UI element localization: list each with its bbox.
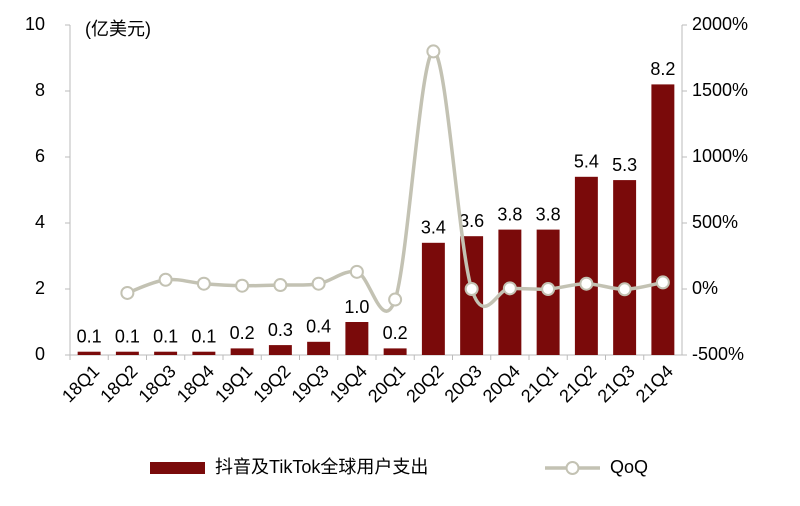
y2-tick-label: 1000%	[692, 146, 748, 166]
line-marker	[120, 285, 135, 300]
bar	[307, 341, 331, 355]
value-label: 3.8	[497, 204, 522, 224]
line-marker	[273, 278, 288, 293]
y-unit: (亿美元)	[85, 19, 151, 39]
x-tick-label: 21Q4	[632, 361, 677, 406]
y-tick-label: 4	[35, 212, 45, 232]
value-label: 0.3	[268, 320, 293, 340]
value-label: 0.1	[77, 326, 102, 346]
line-marker	[617, 282, 632, 297]
bar	[345, 322, 369, 355]
x-tick-label: 21Q2	[555, 361, 600, 406]
x-tick-label: 21Q3	[594, 361, 639, 406]
y-tick-label: 10	[25, 14, 45, 34]
line-marker	[196, 276, 211, 291]
legend-label: QoQ	[610, 457, 648, 477]
x-tick-label: 20Q4	[479, 361, 524, 406]
line-marker	[655, 275, 670, 290]
value-label: 3.6	[459, 211, 484, 231]
bar	[192, 351, 216, 355]
bar	[230, 348, 254, 355]
line-marker	[541, 282, 556, 296]
line-marker	[158, 272, 173, 287]
line-marker	[311, 276, 326, 291]
x-tick-label: 19Q1	[211, 361, 256, 406]
line-marker	[426, 44, 441, 59]
x-tick-label: 20Q2	[402, 361, 447, 406]
bar	[154, 351, 178, 355]
x-tick-label: 21Q1	[517, 361, 562, 406]
x-tick-label: 18Q4	[173, 361, 218, 406]
x-tick-label: 18Q1	[58, 361, 103, 406]
y2-tick-label: 0%	[692, 278, 718, 298]
value-label: 0.1	[153, 326, 178, 346]
y-tick-label: 2	[35, 278, 45, 298]
value-label: 0.1	[115, 326, 140, 346]
value-label: 0.2	[383, 323, 408, 343]
x-tick-label: 20Q3	[441, 361, 486, 406]
value-label: 0.2	[230, 323, 255, 343]
x-tick-label: 18Q2	[96, 361, 141, 406]
value-label: 5.4	[574, 152, 599, 172]
y2-tick-label: 2000%	[692, 14, 748, 34]
y2-tick-label: -500%	[692, 344, 744, 364]
x-tick-label: 18Q3	[135, 361, 180, 406]
line-marker	[579, 276, 594, 291]
legend-label: 抖音及TikTok全球用户支出	[215, 457, 428, 477]
value-label: 5.3	[612, 155, 637, 175]
value-label: 0.4	[306, 317, 331, 337]
x-tick-label: 19Q3	[288, 361, 333, 406]
line-marker	[349, 264, 364, 279]
y2-tick-label: 500%	[692, 212, 738, 232]
bar	[421, 242, 445, 355]
line-marker	[235, 278, 250, 293]
y2-tick-label: 1500%	[692, 80, 748, 100]
y-tick-label: 6	[35, 146, 45, 166]
bar	[651, 84, 675, 356]
line-marker	[464, 282, 479, 296]
y-tick-label: 8	[35, 80, 45, 100]
x-tick-label: 20Q1	[364, 361, 409, 406]
value-label: 3.4	[421, 218, 446, 238]
bar	[77, 351, 101, 355]
value-label: 8.2	[650, 59, 675, 79]
y-tick-label: 0	[35, 344, 45, 364]
line-marker	[502, 281, 517, 296]
bar	[115, 351, 139, 355]
bar	[613, 180, 637, 355]
bar	[383, 348, 407, 355]
line	[126, 49, 664, 313]
value-label: 0.1	[191, 326, 216, 346]
x-tick-label: 19Q4	[326, 361, 371, 406]
x-tick-label: 19Q2	[249, 361, 294, 406]
legend-swatch	[150, 462, 205, 474]
value-label: 1.0	[344, 297, 369, 317]
bar	[268, 345, 292, 355]
value-label: 3.8	[536, 204, 561, 224]
legend-marker	[565, 461, 580, 475]
bar	[574, 176, 598, 355]
line-marker	[388, 292, 403, 307]
